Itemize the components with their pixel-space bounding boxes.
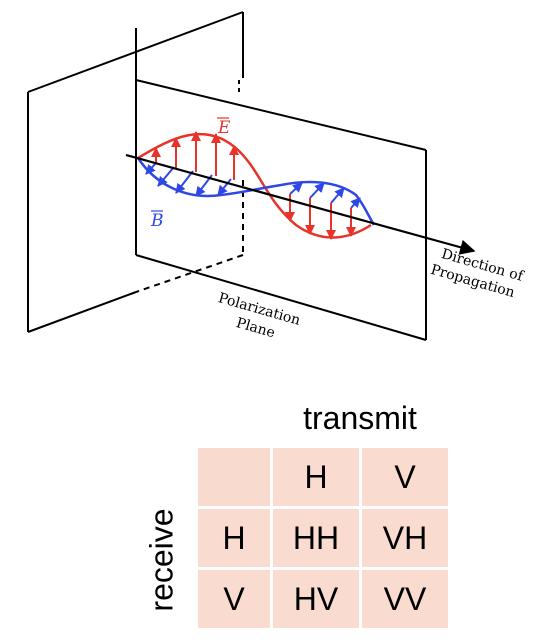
cell-hh: HH <box>270 506 362 570</box>
propagation-plane <box>135 28 427 341</box>
table-row: V HV VV <box>195 567 451 631</box>
row-header-v: V <box>195 567 273 631</box>
figure-background <box>6 0 545 362</box>
cell-vh: VH <box>359 506 451 570</box>
col-header-h: H <box>270 445 362 509</box>
b-field-label: B <box>150 211 164 231</box>
propagation-axis-arrow <box>125 153 476 255</box>
table-header-row: H V <box>195 445 451 509</box>
cell-vv: VV <box>359 567 451 631</box>
col-header-v: V <box>359 445 451 509</box>
cell-hv: HV <box>270 567 362 631</box>
receive-label: receive <box>143 508 180 612</box>
table-row: H HH VH <box>195 506 451 570</box>
vertical-plane <box>27 11 244 333</box>
polarization-matrix: H V H HH VH V HV VV <box>195 445 451 631</box>
row-header-h: H <box>195 506 273 570</box>
e-field-wave <box>137 131 372 240</box>
corner-cell <box>195 445 273 509</box>
em-wave-diagram: E B Direction of Propagation Polarizatio… <box>6 0 545 362</box>
e-field-label: E <box>217 118 231 138</box>
transmit-label: transmit <box>303 400 417 436</box>
